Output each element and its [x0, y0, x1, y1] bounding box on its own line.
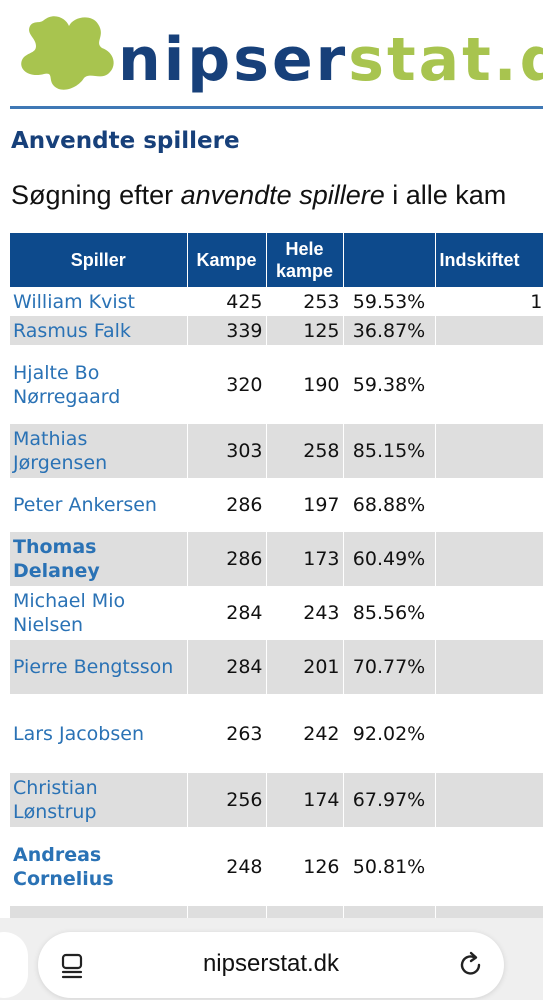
indskiftet-cell: 33: [435, 478, 543, 532]
logo-part-1[interactable]: nipser: [118, 25, 349, 95]
page-title: Anvendte spillere: [11, 128, 240, 154]
logo-part-2[interactable]: stat.dk: [348, 25, 543, 95]
column-header-hele-kampe[interactable]: Hele kampe: [266, 233, 344, 287]
player-name-link[interactable]: Christian Lønstrup: [10, 773, 188, 827]
percent-cell: 68.88%: [343, 478, 436, 532]
kampe-cell: 303: [187, 424, 267, 478]
indskiftet-cell: 52: [435, 345, 543, 424]
indskiftet-cell: 2: [435, 694, 543, 773]
kampe-cell: 227: [187, 906, 267, 919]
indskiftet-cell: 62: [435, 316, 543, 345]
reload-icon[interactable]: [456, 950, 486, 980]
indskiftet-cell: 34: [435, 424, 543, 478]
kampe-cell: 286: [187, 532, 267, 586]
reader-mode-icon[interactable]: [60, 952, 88, 980]
player-name-link[interactable]: Diego Tu: [10, 906, 188, 919]
page-subtitle: Søgning efter anvendte spillere i alle k…: [11, 180, 506, 211]
player-name-link[interactable]: Rasmus Falk: [10, 316, 188, 345]
hele-kampe-cell: 173: [266, 532, 344, 586]
column-header-indskiftet[interactable]: Indskiftet: [435, 233, 543, 287]
percent-cell: 50.81%: [343, 827, 436, 906]
players-table-container[interactable]: Spiller Kampe Hele kampe Indskiftet Will…: [10, 233, 543, 919]
kampe-cell: 263: [187, 694, 267, 773]
players-table: Spiller Kampe Hele kampe Indskiftet Will…: [10, 233, 543, 919]
player-name-link[interactable]: Thomas Delaney: [10, 532, 188, 586]
subtitle-prefix: Søgning efter: [11, 180, 181, 210]
site-header: nipserstat.dk: [0, 0, 543, 108]
percent-cell: 70.77%: [343, 640, 436, 694]
column-header-percent[interactable]: [343, 233, 436, 287]
subtitle-suffix: i alle kam: [384, 180, 507, 210]
percent-cell: 60.49%: [343, 532, 436, 586]
kampe-cell: 320: [187, 345, 267, 424]
logo-splat-icon[interactable]: [14, 12, 124, 94]
player-name-link[interactable]: Mathias Jørgensen: [10, 424, 188, 478]
player-name-link[interactable]: Hjalte Bo Nørregaard: [10, 345, 188, 424]
previous-tab-stub[interactable]: [0, 932, 28, 998]
player-name-link[interactable]: Peter Ankersen: [10, 478, 188, 532]
header-divider: [10, 106, 543, 109]
hele-kampe-cell: 201: [266, 640, 344, 694]
kampe-cell: 284: [187, 586, 267, 640]
column-header-kampe[interactable]: Kampe: [187, 233, 267, 287]
indskiftet-cell: 78: [435, 827, 543, 906]
address-bar[interactable]: nipserstat.dk: [38, 932, 504, 998]
column-header-spiller[interactable]: Spiller: [10, 233, 188, 287]
percent-cell: 59.53%: [343, 287, 436, 316]
indskiftet-cell: 8: [435, 906, 543, 919]
player-name-link[interactable]: Michael Mio Nielsen: [10, 586, 188, 640]
hele-kampe-cell: 174: [266, 773, 344, 827]
player-name-link[interactable]: William Kvist: [10, 287, 188, 316]
hele-kampe-cell: 125: [266, 316, 344, 345]
indskiftet-cell: 29: [435, 586, 543, 640]
table-header-row: Spiller Kampe Hele kampe Indskiftet: [10, 233, 543, 287]
kampe-cell: 284: [187, 640, 267, 694]
hele-kampe-cell: 197: [266, 906, 344, 919]
percent-cell: 36.87%: [343, 316, 436, 345]
hele-kampe-cell: 243: [266, 586, 344, 640]
kampe-cell: 286: [187, 478, 267, 532]
percent-cell: 85.56%: [343, 586, 436, 640]
percent-cell: 59.38%: [343, 345, 436, 424]
kampe-cell: 248: [187, 827, 267, 906]
hele-kampe-cell: 242: [266, 694, 344, 773]
url-text[interactable]: nipserstat.dk: [202, 950, 340, 977]
kampe-cell: 339: [187, 316, 267, 345]
logo-wordmark[interactable]: nipserstat.dk: [118, 20, 543, 100]
browser-bottom-bar: nipserstat.dk: [0, 918, 543, 1000]
kampe-cell: 425: [187, 287, 267, 316]
player-name-link[interactable]: Pierre Bengtsson: [10, 640, 188, 694]
subtitle-emphasis: anvendte spillere: [180, 180, 385, 210]
kampe-cell: 256: [187, 773, 267, 827]
table-row: Diego Tu22719786.78%8: [10, 906, 543, 919]
percent-cell: 92.02%: [343, 694, 436, 773]
hele-kampe-cell: 197: [266, 478, 344, 532]
indskiftet-cell: 64: [435, 532, 543, 586]
percent-cell: 67.97%: [343, 773, 436, 827]
hele-kampe-cell: 253: [266, 287, 344, 316]
player-name-link[interactable]: Andreas Cornelius: [10, 827, 188, 906]
player-name-link[interactable]: Lars Jacobsen: [10, 694, 188, 773]
hele-kampe-cell: 258: [266, 424, 344, 478]
indskiftet-cell: 27: [435, 773, 543, 827]
hele-kampe-cell: 126: [266, 827, 344, 906]
indskiftet-cell: 56: [435, 640, 543, 694]
percent-cell: 85.15%: [343, 424, 436, 478]
hele-kampe-cell: 190: [266, 345, 344, 424]
percent-cell: 86.78%: [343, 906, 436, 919]
indskiftet-cell: 109: [435, 287, 543, 316]
